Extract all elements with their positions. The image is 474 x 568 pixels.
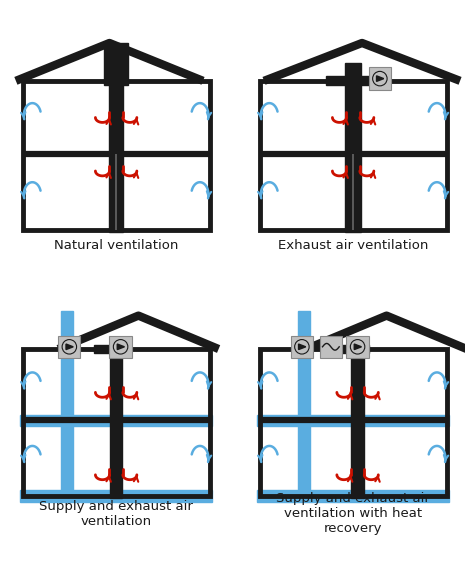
Polygon shape [66, 344, 73, 349]
Polygon shape [117, 344, 125, 349]
FancyBboxPatch shape [109, 336, 132, 358]
Polygon shape [104, 43, 128, 85]
Polygon shape [346, 63, 361, 232]
Polygon shape [351, 340, 364, 498]
FancyBboxPatch shape [346, 336, 369, 358]
Text: Supply and exhaust air
ventilation with heat
recovery: Supply and exhaust air ventilation with … [276, 492, 430, 536]
Polygon shape [354, 344, 362, 349]
Polygon shape [376, 76, 384, 81]
FancyBboxPatch shape [319, 336, 342, 358]
Polygon shape [257, 491, 449, 502]
Polygon shape [257, 415, 449, 426]
FancyBboxPatch shape [58, 336, 81, 358]
Polygon shape [20, 415, 212, 426]
Polygon shape [109, 76, 123, 232]
Polygon shape [20, 491, 212, 502]
Text: Supply and exhaust air
ventilation: Supply and exhaust air ventilation [39, 500, 193, 528]
Text: Natural ventilation: Natural ventilation [54, 239, 178, 252]
FancyBboxPatch shape [369, 68, 391, 90]
Polygon shape [298, 311, 310, 498]
FancyBboxPatch shape [291, 336, 313, 358]
Polygon shape [94, 345, 127, 353]
Polygon shape [61, 311, 73, 498]
Polygon shape [335, 345, 369, 353]
Polygon shape [110, 340, 122, 498]
Text: Exhaust air ventilation: Exhaust air ventilation [278, 239, 428, 252]
Polygon shape [327, 76, 380, 85]
Polygon shape [299, 344, 306, 349]
